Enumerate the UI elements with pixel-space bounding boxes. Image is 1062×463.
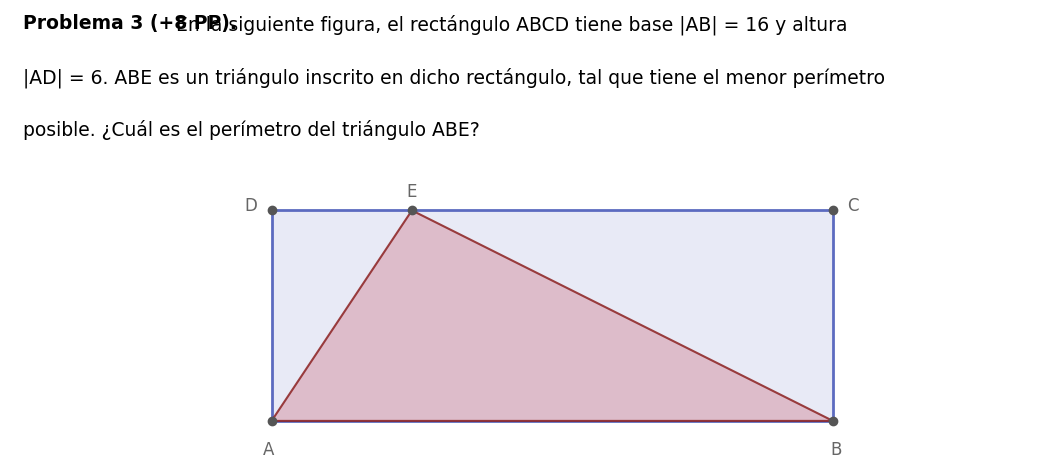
Text: C: C bbox=[846, 197, 858, 215]
Text: En la siguiente figura, el rectángulo ABCD tiene base |AB| = 16 y altura: En la siguiente figura, el rectángulo AB… bbox=[170, 14, 847, 35]
Text: B: B bbox=[830, 440, 842, 458]
Text: |AD| = 6. ABE es un triángulo inscrito en dicho rectángulo, tal que tiene el men: |AD| = 6. ABE es un triángulo inscrito e… bbox=[23, 67, 886, 88]
Text: E: E bbox=[407, 182, 417, 200]
Text: D: D bbox=[244, 197, 258, 215]
Polygon shape bbox=[272, 211, 833, 421]
Text: A: A bbox=[262, 440, 274, 458]
Polygon shape bbox=[272, 211, 833, 421]
Text: Problema 3 (+8 PP).: Problema 3 (+8 PP). bbox=[23, 14, 237, 33]
Text: posible. ¿Cuál es el perímetro del triángulo ABE?: posible. ¿Cuál es el perímetro del trián… bbox=[23, 119, 480, 140]
